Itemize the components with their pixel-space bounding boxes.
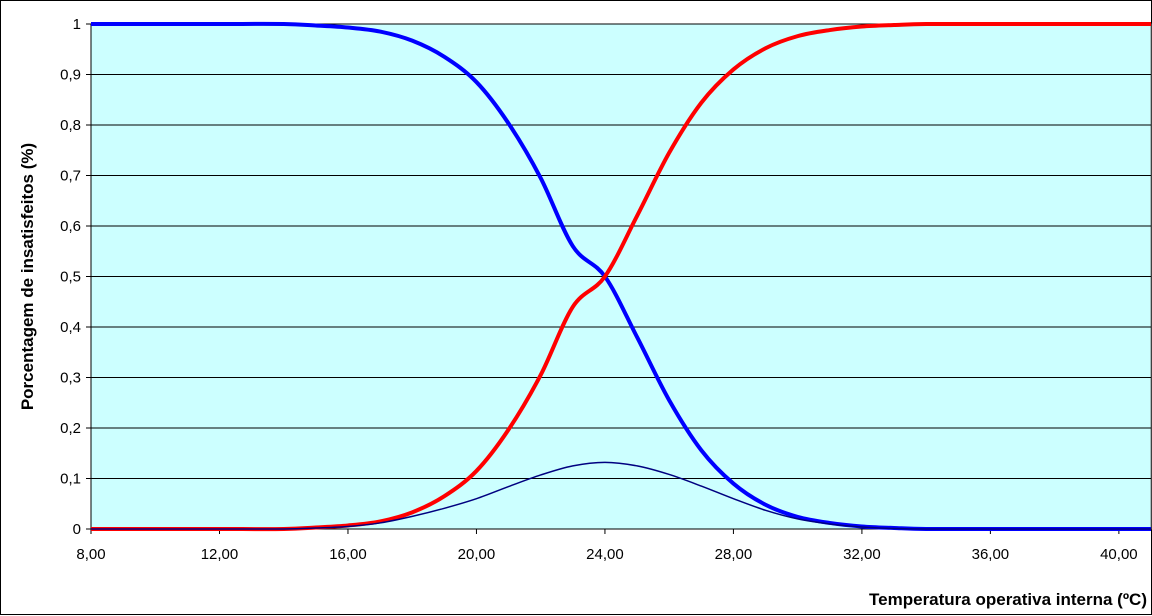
x-tick-label: 28,00 <box>715 546 753 563</box>
y-tick-label: 1 <box>73 16 81 33</box>
y-tick-label: 0,8 <box>60 117 81 134</box>
y-tick-label: 0,5 <box>60 269 81 286</box>
x-tick-label: 40,00 <box>1100 546 1138 563</box>
series-lines <box>91 21 1151 532</box>
y-tick-label: 0,2 <box>60 420 81 437</box>
y-tick-label: 0,4 <box>60 319 81 336</box>
x-tick-label: 24,00 <box>586 546 624 563</box>
y-tick-label: 0,6 <box>60 218 81 235</box>
y-axis-title: Porcentagem de insatisfeitos (%) <box>18 143 37 410</box>
y-tick-label: 0,7 <box>60 168 81 185</box>
y-tick-label: 0 <box>73 521 81 538</box>
y-tick-label: 0,9 <box>60 67 81 84</box>
x-tick-label: 12,00 <box>201 546 239 563</box>
x-axis-title: Temperatura operativa interna (ºC) <box>869 590 1147 609</box>
y-tick-label: 0,1 <box>60 471 81 488</box>
x-tick-label: 32,00 <box>843 546 881 563</box>
tick-labels: 0 0,1 0,2 0,3 0,4 0,5 0,6 0,7 0,8 0,9 1 8,00 12,00 16… <box>60 16 1138 563</box>
x-tick-label: 8,00 <box>76 546 105 563</box>
x-tick-label: 16,00 <box>329 546 367 563</box>
x-tick-label: 36,00 <box>972 546 1010 563</box>
series-line-3 <box>91 461 1151 530</box>
x-tick-label: 20,00 <box>458 546 496 563</box>
y-tick-label: 0,3 <box>60 370 81 387</box>
